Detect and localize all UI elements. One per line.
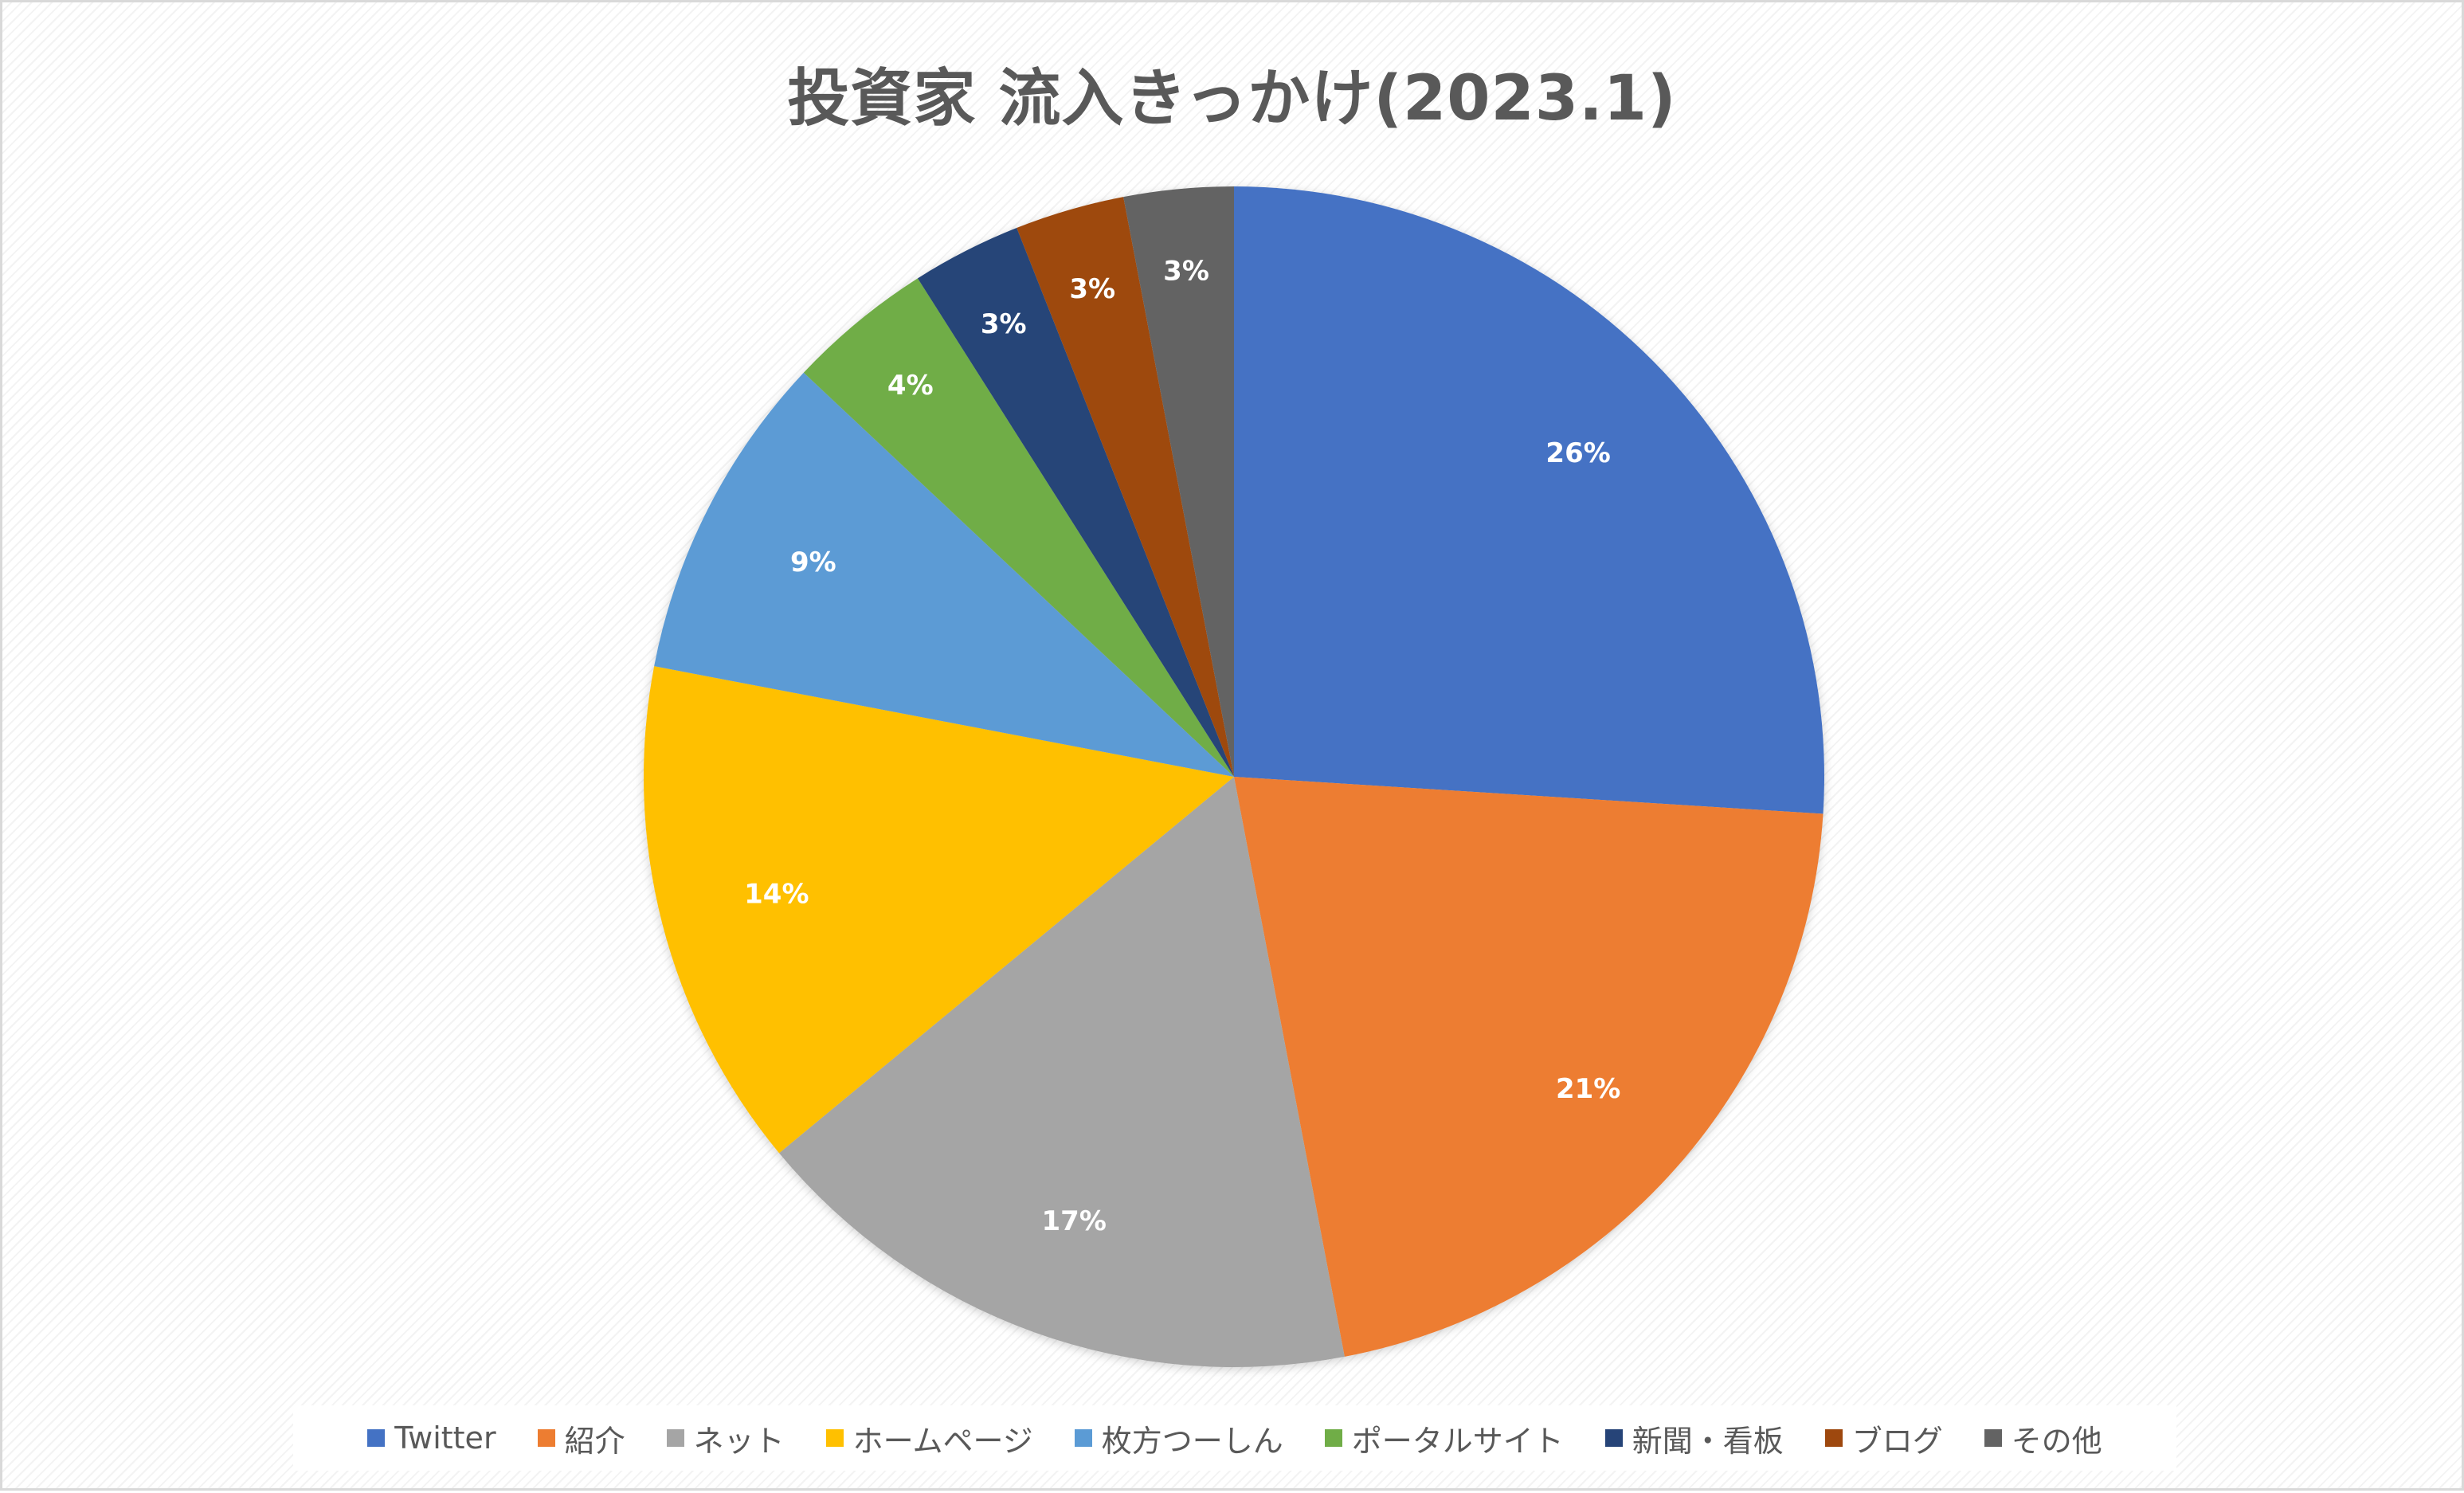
legend-swatch-3	[825, 1429, 844, 1447]
data-label-2: 17%	[1042, 1205, 1107, 1237]
data-label-3: 14%	[744, 878, 809, 910]
data-label-8: 3%	[1163, 256, 1209, 288]
legend-item-1: 紹介	[537, 1417, 625, 1460]
legend-label-8: その他	[2011, 1423, 2102, 1459]
pie-slice-6	[917, 228, 1234, 777]
legend-swatch-2	[666, 1429, 684, 1447]
pie-slice-8	[1123, 186, 1234, 777]
data-label-1: 21%	[1556, 1073, 1620, 1105]
pie-slice-5	[803, 278, 1234, 777]
legend-swatch-0	[367, 1429, 386, 1447]
data-label-5: 4%	[887, 370, 934, 402]
legend-label-7: ブログ	[1851, 1423, 1943, 1459]
legend-label-4: 枚方つーしん	[1101, 1423, 1283, 1459]
pie-slice-3	[643, 666, 1234, 1154]
legend-label-6: 新聞・看板	[1632, 1423, 1784, 1459]
legend-item-5: ポータルサイト	[1324, 1417, 1564, 1460]
pie-slice-2	[779, 777, 1345, 1367]
pie-slice-0	[1234, 186, 1824, 814]
legend-swatch-6	[1604, 1429, 1623, 1447]
legend-swatch-1	[537, 1429, 555, 1447]
data-label-0: 26%	[1545, 437, 1610, 469]
pie-slices	[643, 186, 1824, 1367]
legend-item-2: ネット	[666, 1417, 785, 1460]
legend-label-0: Twitter	[394, 1421, 496, 1456]
pie-data-labels: 26% 21% 17% 14% 9% 4% 3% 3% 3%	[744, 256, 1620, 1237]
legend-label-1: 紹介	[564, 1423, 625, 1459]
data-label-6: 3%	[981, 308, 1027, 340]
legend-label-5: ポータルサイト	[1351, 1423, 1564, 1459]
pie-slice-4	[654, 372, 1234, 777]
legend-label-2: ネット	[693, 1423, 785, 1459]
legend-item-4: 枚方つーしん	[1074, 1417, 1283, 1460]
legend-swatch-5	[1324, 1429, 1342, 1447]
legend-item-6: 新聞・看板	[1604, 1417, 1784, 1460]
legend-item-8: その他	[1984, 1417, 2102, 1460]
chart-legend: Twitter 紹介 ネット ホームページ 枚方つーしん ポータルサイト 新聞・看板 ブログ そ…	[293, 1405, 2176, 1471]
legend-item-7: ブログ	[1824, 1417, 1943, 1460]
legend-swatch-7	[1824, 1429, 1843, 1447]
pie-slice-1	[1234, 777, 1824, 1357]
legend-label-3: ホームページ	[852, 1423, 1033, 1459]
chart-title: 投資家 流入きっかけ(2023.1)	[787, 63, 1677, 135]
legend-swatch-4	[1074, 1429, 1092, 1447]
legend-swatch-8	[1984, 1429, 2002, 1447]
legend-item-0: Twitter	[367, 1421, 496, 1456]
data-label-7: 3%	[1069, 273, 1115, 305]
data-label-4: 9%	[790, 547, 836, 578]
pie-slice-7	[1017, 197, 1234, 778]
legend-item-3: ホームページ	[825, 1417, 1033, 1460]
